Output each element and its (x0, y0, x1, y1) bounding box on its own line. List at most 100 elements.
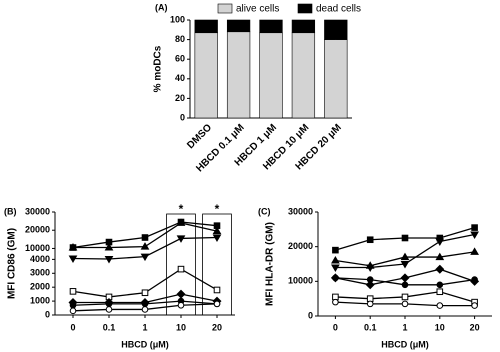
y-tick-label: 30000 (288, 206, 313, 216)
x-tick-label: 20 (212, 322, 222, 332)
bar-segment (291, 32, 316, 119)
marker (332, 274, 339, 282)
marker (470, 231, 479, 240)
marker (141, 289, 149, 297)
x-tick-label: 0 (70, 322, 75, 332)
y-tick-label: 4000 (30, 254, 50, 264)
marker (105, 306, 113, 313)
marker (436, 281, 444, 289)
marker (365, 280, 375, 290)
annotation: * (179, 202, 184, 216)
y-tick-label: 0 (180, 112, 185, 122)
marker (177, 301, 185, 309)
marker (213, 286, 221, 294)
marker (436, 302, 444, 309)
marker (401, 234, 409, 242)
marker (401, 293, 409, 301)
marker (366, 276, 374, 283)
x-tick-label: 1 (402, 322, 407, 332)
legend-swatch (217, 3, 233, 14)
bar-segment (194, 32, 218, 119)
bar-segment (259, 32, 283, 119)
marker (68, 243, 78, 251)
marker (332, 246, 339, 254)
legend-label: dead cells (316, 4, 361, 15)
marker (400, 252, 410, 261)
y-tick-label: 40 (175, 73, 185, 83)
panel-label: (B) (4, 206, 17, 216)
x-tick-label: 20 (470, 322, 480, 332)
bar-segment (226, 19, 251, 33)
marker (435, 264, 445, 274)
marker (436, 288, 444, 296)
y-axis-label: MFI CD86 (GM) (7, 228, 18, 299)
x-tick-label: 10 (176, 322, 186, 332)
annotation: * (215, 202, 220, 216)
marker (140, 253, 150, 262)
marker (212, 226, 222, 235)
y-tick-label: 60 (175, 54, 185, 64)
y-tick-label: 20000 (25, 225, 50, 235)
y-tick-label: 20000 (288, 241, 313, 251)
y-tick-label: 0 (308, 310, 313, 320)
marker (365, 261, 375, 269)
marker (401, 281, 409, 289)
highlight-box (202, 213, 232, 316)
y-tick-label: 10000 (25, 243, 50, 253)
x-tick-label: 10 (435, 322, 445, 332)
y-tick-label: 80 (175, 34, 185, 44)
marker (176, 218, 186, 226)
y-tick-label: 10000 (288, 276, 313, 286)
y-axis-label: MFI HLA-DR (GM) (265, 222, 276, 306)
marker (366, 236, 374, 244)
x-tick-label: DMSO (185, 122, 214, 151)
x-axis-label: HBCD (μM) (381, 339, 429, 349)
marker (104, 256, 114, 264)
y-tick-label: 1000 (30, 295, 50, 305)
marker (69, 307, 77, 315)
marker (104, 243, 114, 251)
marker (401, 300, 409, 308)
marker (141, 300, 149, 308)
y-tick-label: 3000 (30, 268, 50, 278)
panel-label: (C) (258, 206, 271, 216)
x-tick-label: 0 (333, 322, 338, 332)
legend-swatch (297, 3, 313, 14)
y-tick-label: 0 (45, 309, 50, 319)
marker (471, 302, 478, 309)
x-tick-label: 0.1 (103, 322, 116, 332)
bar-segment (324, 19, 348, 40)
y-axis-label: % moDCs (153, 45, 164, 92)
legend-label: alive cells (236, 4, 279, 15)
marker (141, 234, 149, 241)
marker (470, 247, 479, 255)
x-axis-label: HBCD (μM) (121, 339, 169, 349)
y-tick-label: 20 (175, 93, 185, 103)
marker (69, 301, 77, 309)
x-tick-label: 1 (142, 322, 147, 332)
marker (176, 289, 186, 299)
marker (212, 234, 222, 243)
marker (105, 300, 113, 308)
marker (366, 300, 374, 308)
marker (332, 298, 339, 306)
marker (331, 264, 340, 272)
x-tick-label: 0.1 (364, 322, 377, 332)
bar-segment (194, 19, 218, 34)
marker (69, 288, 77, 295)
marker (176, 235, 186, 243)
panel-label: (A) (155, 2, 168, 12)
marker (471, 224, 478, 231)
bar-segment (291, 19, 316, 34)
marker (68, 255, 78, 263)
y-tick-label: 30000 (25, 206, 50, 216)
marker (400, 273, 410, 283)
marker (140, 242, 150, 250)
bar-segment (259, 19, 283, 34)
marker (213, 300, 221, 308)
marker (177, 265, 185, 273)
bar-segment (324, 39, 348, 119)
marker (471, 276, 478, 283)
marker (435, 238, 445, 246)
